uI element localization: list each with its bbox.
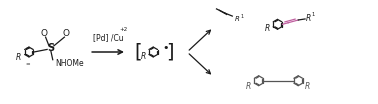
Text: R: R xyxy=(306,14,311,23)
Text: =: = xyxy=(25,62,30,67)
Text: =: = xyxy=(25,46,30,51)
Text: R: R xyxy=(246,82,251,91)
Text: NHOMe: NHOMe xyxy=(56,59,84,68)
Text: •: • xyxy=(162,43,169,53)
Text: O: O xyxy=(62,28,70,38)
Text: S: S xyxy=(47,43,54,53)
Text: R: R xyxy=(16,53,21,62)
Text: 1: 1 xyxy=(240,14,244,19)
Text: +2: +2 xyxy=(120,27,128,32)
Text: R: R xyxy=(305,82,310,91)
Text: [: [ xyxy=(134,43,141,61)
Text: R: R xyxy=(235,16,239,22)
Text: 1: 1 xyxy=(312,12,315,17)
Text: [Pd] /Cu: [Pd] /Cu xyxy=(93,33,123,42)
Text: R: R xyxy=(141,52,146,61)
Text: ]: ] xyxy=(166,43,173,61)
Text: O: O xyxy=(40,28,48,38)
Text: R: R xyxy=(265,24,270,33)
